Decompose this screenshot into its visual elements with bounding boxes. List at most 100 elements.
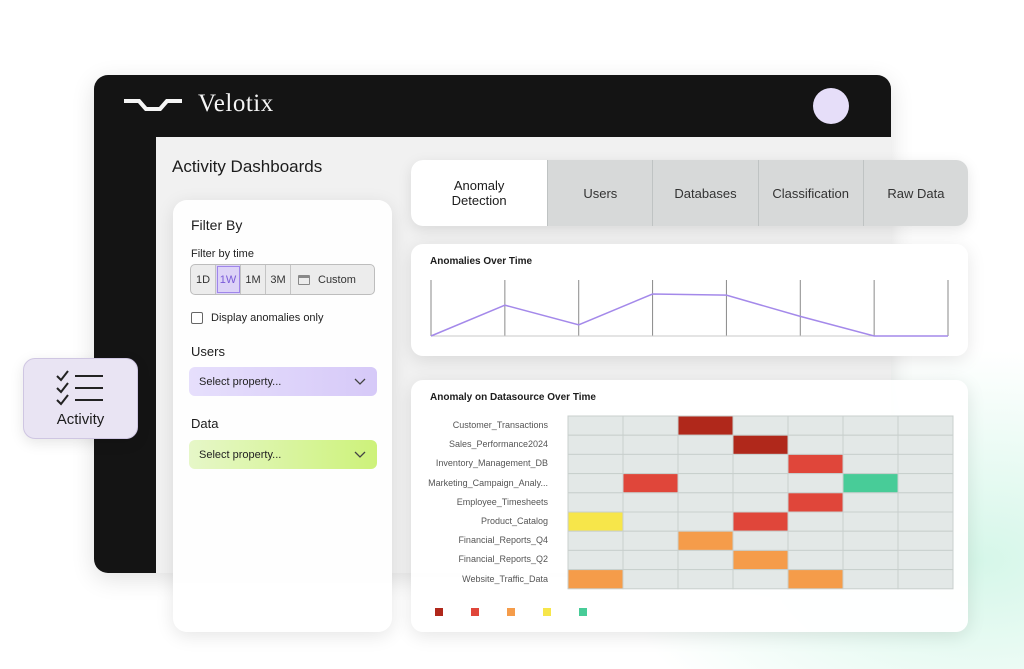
heatmap-row-label: Employee_Timesheets: [456, 496, 548, 507]
heatmap-cell: [897, 473, 954, 494]
heatmap-row-label: Financial_Reports_Q4: [458, 535, 548, 546]
range-1w-button[interactable]: 1W: [216, 265, 241, 294]
heatmap-cell: [622, 549, 679, 571]
heatmap-cell: [622, 434, 679, 455]
filter-title: Filter By: [191, 217, 243, 233]
heatmap-cell: [732, 492, 789, 513]
heatmap-cell: [787, 569, 844, 590]
heatmap-cell: [732, 473, 789, 494]
brand-name: Velotix: [198, 90, 274, 117]
data-select-placeholder: Select property...: [199, 448, 282, 461]
heatmap-cell: [677, 530, 734, 551]
heatmap-cell: [732, 530, 789, 551]
heatmap-cell: [897, 530, 954, 551]
heatmap-cell: [842, 453, 899, 475]
heatmap-cell: [567, 511, 624, 532]
users-select-placeholder: Select property...: [199, 375, 282, 388]
heatmap-cell: [677, 569, 734, 590]
heatmap-row-label: Customer_Transactions: [452, 420, 548, 430]
heatmap-cell: [677, 511, 734, 532]
range-1m-button[interactable]: 1M: [241, 265, 266, 294]
heatmap-cell: [787, 530, 844, 551]
heatmap-cell: [567, 492, 624, 513]
anomaly-heatmap-card: Anomaly on Datasource Over Time Customer…: [411, 380, 968, 632]
heatmap-cell: [622, 473, 679, 494]
data-select[interactable]: Select property...: [189, 440, 377, 469]
heatmap-row-label: Product_Catalog: [480, 516, 548, 526]
heatmap-cell: [677, 549, 734, 571]
heatmap-cell: [567, 530, 624, 551]
chevron-down-icon: [354, 378, 366, 385]
tab-anomaly-detection[interactable]: Anomaly Detection: [411, 160, 548, 226]
dashboard-tabs: Anomaly Detection Users Databases Classi…: [411, 160, 968, 226]
tab-databases[interactable]: Databases: [652, 160, 757, 226]
heatmap-cell: [622, 569, 679, 590]
heatmap-cell: [842, 434, 899, 455]
anomalies-over-time-card: Anomalies Over Time: [411, 244, 968, 356]
range-custom-button[interactable]: Custom: [291, 265, 374, 294]
heatmap-cell: [897, 434, 954, 455]
users-section-label: Users: [191, 344, 225, 359]
heatmap-cell: [622, 530, 679, 551]
legend-swatch-darkred: [435, 608, 443, 616]
heatmap-cell: [567, 434, 624, 455]
heatmap-cell: [622, 453, 679, 475]
calendar-icon: [298, 274, 310, 285]
anomalies-series-line: [430, 293, 948, 337]
heatmap-cell: [897, 453, 954, 475]
heatmap-cell: [622, 492, 679, 513]
heatmap-cell: [622, 511, 679, 532]
heatmap-cell: [567, 453, 624, 475]
heatmap-cell: [842, 492, 899, 513]
heatmap-cell: [567, 415, 624, 436]
heatmap-cell: [567, 569, 624, 590]
tab-users[interactable]: Users: [547, 160, 652, 226]
heatmap-cell: [842, 569, 899, 590]
heatmap-cell: [787, 511, 844, 532]
velotix-logo-icon: [124, 99, 182, 111]
tab-raw-data[interactable]: Raw Data: [862, 160, 968, 226]
heatmap-cell: [787, 434, 844, 455]
tab-classification[interactable]: Classification: [757, 160, 863, 226]
heatmap-cell: [732, 434, 789, 455]
data-section-label: Data: [191, 416, 219, 431]
heatmap-title: Anomaly on Datasource Over Time: [430, 392, 596, 403]
time-range-selector: 1D 1W 1M 3M Custom: [190, 264, 375, 295]
heatmap-cell: [787, 492, 844, 513]
legend-swatch-red: [471, 608, 479, 616]
heatmap-cell: [897, 511, 954, 532]
heatmap-cell: [842, 415, 899, 436]
heatmap-cell: [897, 569, 954, 590]
sidebar: [94, 137, 156, 573]
legend-swatch-yellow: [543, 608, 551, 616]
anomaly-heatmap: [567, 415, 954, 590]
range-3m-button[interactable]: 3M: [266, 265, 291, 294]
heatmap-cell: [732, 415, 789, 436]
chevron-down-icon: [354, 451, 366, 458]
anomalies-only-option[interactable]: Display anomalies only: [191, 312, 324, 324]
anomalies-only-label: Display anomalies only: [211, 312, 324, 324]
heatmap-cell: [842, 511, 899, 532]
heatmap-row-label: Marketing_Campaign_Analy...: [428, 477, 548, 488]
checklist-icon: [56, 370, 103, 406]
heatmap-cell: [677, 473, 734, 494]
heatmap-cell: [897, 549, 954, 571]
activity-widget[interactable]: Activity: [23, 358, 138, 439]
heatmap-cell: [897, 492, 954, 513]
anomalies-only-checkbox[interactable]: [191, 312, 203, 324]
heatmap-cell: [622, 415, 679, 436]
heatmap-cell: [897, 415, 954, 436]
legend-swatch-orange: [507, 608, 515, 616]
heatmap-cell: [787, 453, 844, 475]
heatmap-cell: [787, 473, 844, 494]
user-avatar[interactable]: [813, 88, 849, 124]
range-1d-button[interactable]: 1D: [191, 265, 216, 294]
heatmap-cell: [787, 549, 844, 571]
heatmap-cell: [677, 415, 734, 436]
heatmap-cell: [732, 569, 789, 590]
users-select[interactable]: Select property...: [189, 367, 377, 396]
heatmap-cell: [677, 453, 734, 475]
heatmap-cell: [732, 511, 789, 532]
heatmap-cell: [842, 549, 899, 571]
filter-time-label: Filter by time: [191, 248, 254, 260]
